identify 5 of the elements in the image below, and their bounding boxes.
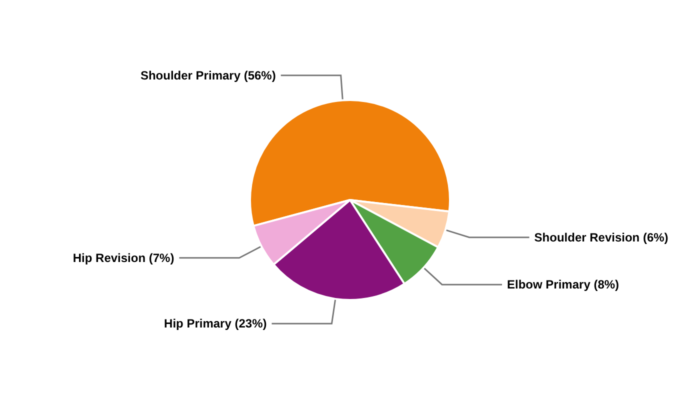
slice-label: Hip Revision (7%) [72, 250, 174, 265]
slice-label: Hip Primary (23%) [164, 316, 267, 331]
slice-label: Shoulder Revision (6%) [534, 230, 668, 244]
slice-label: Shoulder Primary (56%) [140, 68, 276, 82]
slice-label: Elbow Primary (8%) [507, 278, 620, 292]
